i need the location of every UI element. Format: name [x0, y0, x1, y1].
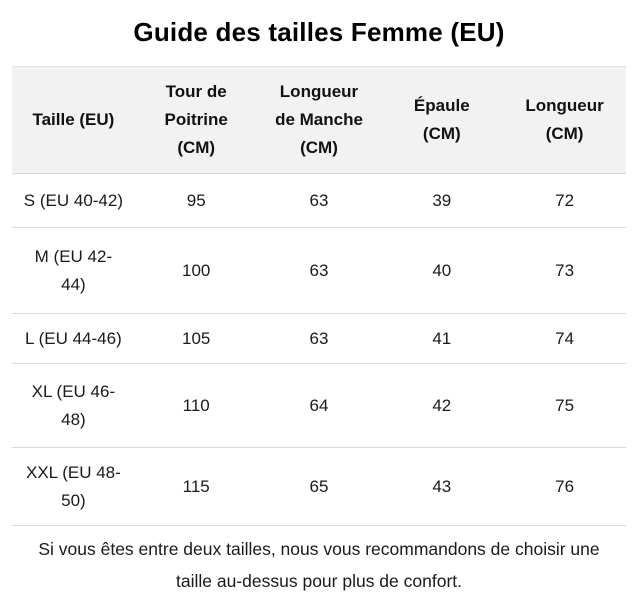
cell-length: 72 [503, 173, 626, 228]
table-header: Taille (EU) Tour de Poitrine (CM) Longue… [12, 66, 626, 174]
cell-chest: 100 [134, 227, 258, 314]
cell-shoulder: 43 [380, 447, 504, 526]
cell-chest: 110 [134, 363, 258, 448]
page-title: Guide des tailles Femme (EU) [133, 17, 505, 47]
cell-sleeve-length: 63 [257, 227, 381, 314]
cell-chest: 105 [134, 313, 258, 364]
cell-shoulder: 40 [380, 227, 504, 314]
cell-sleeve-length: 63 [257, 313, 381, 364]
cell-chest: 115 [134, 447, 258, 526]
cell-size: S (EU 40-42) [12, 173, 135, 228]
cell-sleeve-length: 63 [257, 173, 381, 228]
cell-chest: 95 [134, 173, 258, 228]
cell-size: XL (EU 46- 48) [12, 363, 135, 448]
table-row-m: M (EU 42- 44) 100 63 40 73 [12, 227, 626, 314]
cell-shoulder: 39 [380, 173, 504, 228]
fit-advice-note: Si vous êtes entre deux tailles, nous vo… [38, 539, 600, 591]
column-header-size: Taille (EU) [12, 66, 135, 174]
table-row-xl: XL (EU 46- 48) 110 64 42 75 [12, 363, 626, 448]
column-header-shoulder: Épaule (CM) [380, 66, 504, 174]
cell-length: 74 [503, 313, 626, 364]
cell-size: M (EU 42- 44) [12, 227, 135, 314]
column-header-chest: Tour de Poitrine (CM) [134, 66, 258, 174]
cell-length: 75 [503, 363, 626, 448]
cell-sleeve-length: 65 [257, 447, 381, 526]
table-header-row: Taille (EU) Tour de Poitrine (CM) Longue… [12, 66, 626, 174]
size-guide-table-container: Taille (EU) Tour de Poitrine (CM) Longue… [12, 66, 626, 526]
cell-size: XXL (EU 48- 50) [12, 447, 135, 526]
cell-shoulder: 41 [380, 313, 504, 364]
cell-sleeve-length: 64 [257, 363, 381, 448]
table-row-l: L (EU 44-46) 105 63 41 74 [12, 313, 626, 364]
size-guide-table: Taille (EU) Tour de Poitrine (CM) Longue… [12, 66, 626, 526]
table-body: S (EU 40-42) 95 63 39 72 M (EU 42- 44) 1… [12, 173, 626, 526]
column-header-sleeve-length: Longueur de Manche (CM) [257, 66, 381, 174]
table-row-s: S (EU 40-42) 95 63 39 72 [12, 173, 626, 228]
cell-shoulder: 42 [380, 363, 504, 448]
cell-size: L (EU 44-46) [12, 313, 135, 364]
cell-length: 73 [503, 227, 626, 314]
column-header-length: Longueur (CM) [503, 66, 626, 174]
cell-length: 76 [503, 447, 626, 526]
table-row-xxl: XXL (EU 48- 50) 115 65 43 76 [12, 447, 626, 526]
